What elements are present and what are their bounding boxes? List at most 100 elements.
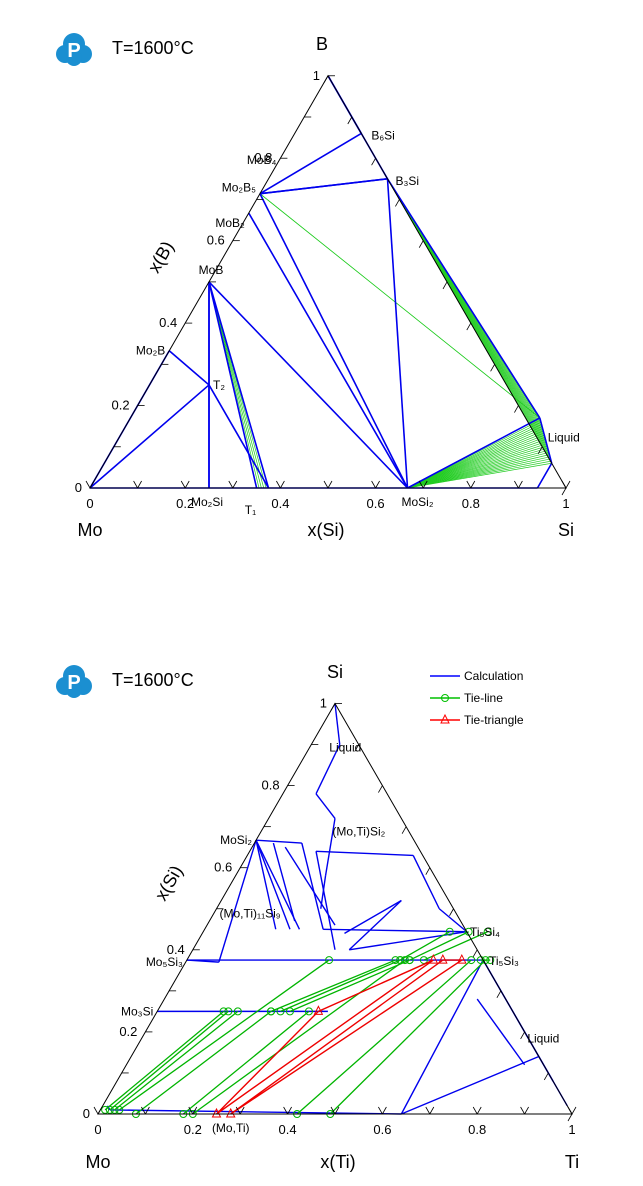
fan-tie-line (407, 445, 548, 489)
left-tick-label: 0.6 (214, 860, 232, 875)
bottom-tick-label: 0.6 (367, 496, 385, 511)
legend-marker (441, 694, 449, 702)
right-tick-mark (418, 240, 424, 248)
right-tick-mark (537, 446, 543, 454)
phase-boundary-line (412, 855, 440, 910)
bottom-tick-mark (276, 480, 281, 489)
left-tick-label: 0.6 (207, 233, 225, 248)
legend-label: Tie-triangle (464, 713, 524, 727)
right-tick-mark (442, 281, 448, 290)
phase-boundary-line (476, 998, 526, 1066)
bottom-tick-label: 0.6 (373, 1122, 391, 1137)
bottom-tick-mark (93, 1106, 99, 1115)
tie-line-marker (325, 956, 334, 965)
bottom-tick-mark (228, 480, 234, 489)
right-tick-mark (496, 990, 502, 999)
phase-label: Ti₅Si₄ (470, 925, 500, 939)
x-axis-label: x(Si) (308, 520, 345, 540)
bottom-tick-mark (425, 1106, 431, 1115)
phase-label: Ti₅Si₃ (489, 954, 519, 968)
tie-line-marker (101, 1105, 110, 1114)
svg-text:P: P (67, 672, 80, 694)
tie-triangle (230, 959, 465, 1115)
phase-boundary-line (536, 462, 553, 489)
y-axis-label: x(B) (144, 238, 178, 277)
fan-tie-line (407, 460, 552, 489)
right-tick-mark (354, 744, 360, 752)
tie-line-marker (486, 956, 495, 965)
tie-line-marker (405, 956, 414, 965)
mo-b-si-ternary-chart: P T=1600°C B Mo Si x(Si) x(B) 0 0.2 0.4 0.6… (56, 33, 580, 540)
tie-triangle-marker (225, 1107, 236, 1118)
left-tick-label: 1 (313, 68, 320, 83)
phase-boundary-line (401, 1055, 540, 1115)
phase-labels: B₆Si B₃Si MoB₄ Mo₂B₅ MoB₂ MoB Mo₂B T₂ T₁ Mo₂Si MoS… (136, 128, 580, 517)
phase-boundary-line (324, 818, 336, 877)
tie-line (280, 959, 401, 1012)
bottom-tick-label: 0.2 (184, 1122, 202, 1137)
right-tick-mark (425, 867, 431, 875)
right-tick-mark (401, 826, 407, 834)
bottom-tick-mark (145, 1106, 150, 1115)
fan-tie-line (407, 452, 549, 489)
tie-line-marker (483, 927, 492, 936)
left-tick-label: 0.4 (159, 315, 177, 330)
svg-text:P: P (67, 40, 80, 62)
phase-label: B₃Si (396, 174, 420, 188)
bottom-tick-label: 0 (86, 496, 93, 511)
bottom-tick-mark (422, 480, 428, 489)
right-tick-mark (347, 116, 353, 125)
right-tick-mark (472, 949, 478, 958)
phase-label: (Mo,Ti) (212, 1121, 250, 1135)
legend-item: Calculation (430, 669, 523, 683)
fan-tie-line (407, 441, 547, 489)
right-tick-mark (567, 1113, 573, 1122)
left-tick-label: 0.8 (254, 150, 272, 165)
bottom-tick-mark (472, 1106, 478, 1115)
phase-boundary-line (539, 417, 553, 464)
left-tick-label: 0 (75, 480, 82, 495)
phase-boundary-line (168, 350, 210, 386)
fan-tie-line (407, 454, 550, 489)
fan-tie-line (407, 434, 545, 489)
tie-line-marker (267, 1007, 276, 1016)
bottom-tick-mark (188, 1106, 194, 1115)
phase-boundary-line (208, 281, 270, 489)
fan-tie-line (407, 437, 546, 489)
phase-boundary-line (109, 1109, 402, 1115)
phase-boundary-line (284, 846, 336, 926)
temperature-label: T=1600°C (112, 38, 194, 58)
bottom-tick-mark (518, 480, 523, 489)
bottom-tick-mark (133, 480, 138, 489)
triangle-border (97, 702, 573, 1115)
tie-line-marker (110, 1105, 119, 1114)
phase-boundary-line (259, 178, 388, 195)
tie-triangle-marker (313, 1005, 324, 1015)
tie-triangle-marker (456, 953, 467, 964)
legend: Calculation Tie-line Tie-triangle (430, 669, 524, 727)
bottom-tick-mark (184, 480, 190, 489)
bottom-tick-mark (567, 1106, 573, 1115)
tie-line-marker (233, 1007, 242, 1016)
bottom-tick-mark (323, 480, 329, 489)
tie-line (135, 1010, 272, 1115)
tie-line-marker (115, 1105, 124, 1114)
bottom-tick-label: 0.2 (176, 496, 194, 511)
tie-line-marker (445, 927, 454, 936)
bottom-tick-mark (180, 480, 186, 489)
phase-label: Mo₃Si (121, 1004, 153, 1018)
bottom-tick-mark (327, 480, 333, 489)
right-tick-mark (466, 322, 472, 331)
bottom-tick-mark (287, 1106, 292, 1115)
phase-label: MoSi₂ (401, 495, 433, 509)
apex-top-label: Si (327, 662, 343, 682)
tie-triangle-marker (211, 1107, 222, 1118)
legend-label: Tie-line (464, 691, 503, 705)
fan-tie-line (407, 430, 544, 489)
tie-line (109, 1010, 229, 1111)
bottom-tick-mark (382, 1106, 387, 1115)
right-tick-mark (520, 1031, 525, 1040)
tie-triangle-marker (438, 953, 448, 964)
legend-item: Tie-line (430, 691, 503, 705)
